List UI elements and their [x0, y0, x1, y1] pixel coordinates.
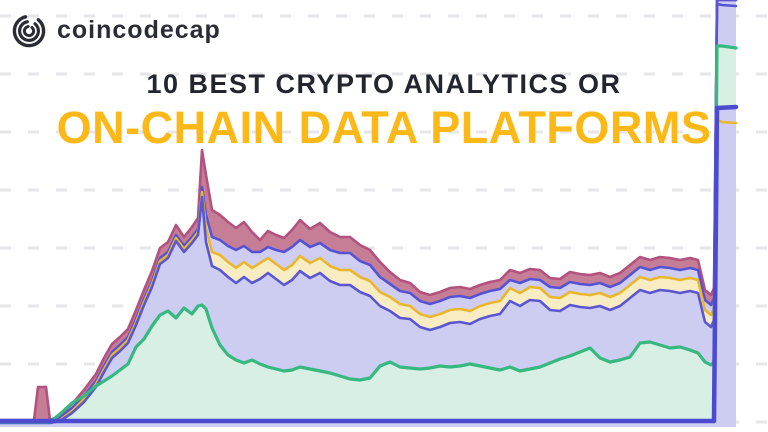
- logo-text: coincodecap: [57, 15, 221, 44]
- title-line1: 10 BEST CRYPTO ANALYTICS OR: [146, 69, 622, 99]
- green-series: [0, 44, 738, 424]
- indigo-baseline-series: [0, 104, 739, 424]
- title-line2: ON-CHAIN DATA PLATFORMS: [56, 102, 712, 153]
- red-series: [0, 0, 738, 422]
- title-block: 10 BEST CRYPTO ANALYTICS OR ON-CHAIN DAT…: [0, 69, 768, 153]
- concentric-c-arcs-icon: [12, 14, 46, 48]
- purple-series: [0, 0, 738, 425]
- logo: coincodecap: [10, 12, 221, 50]
